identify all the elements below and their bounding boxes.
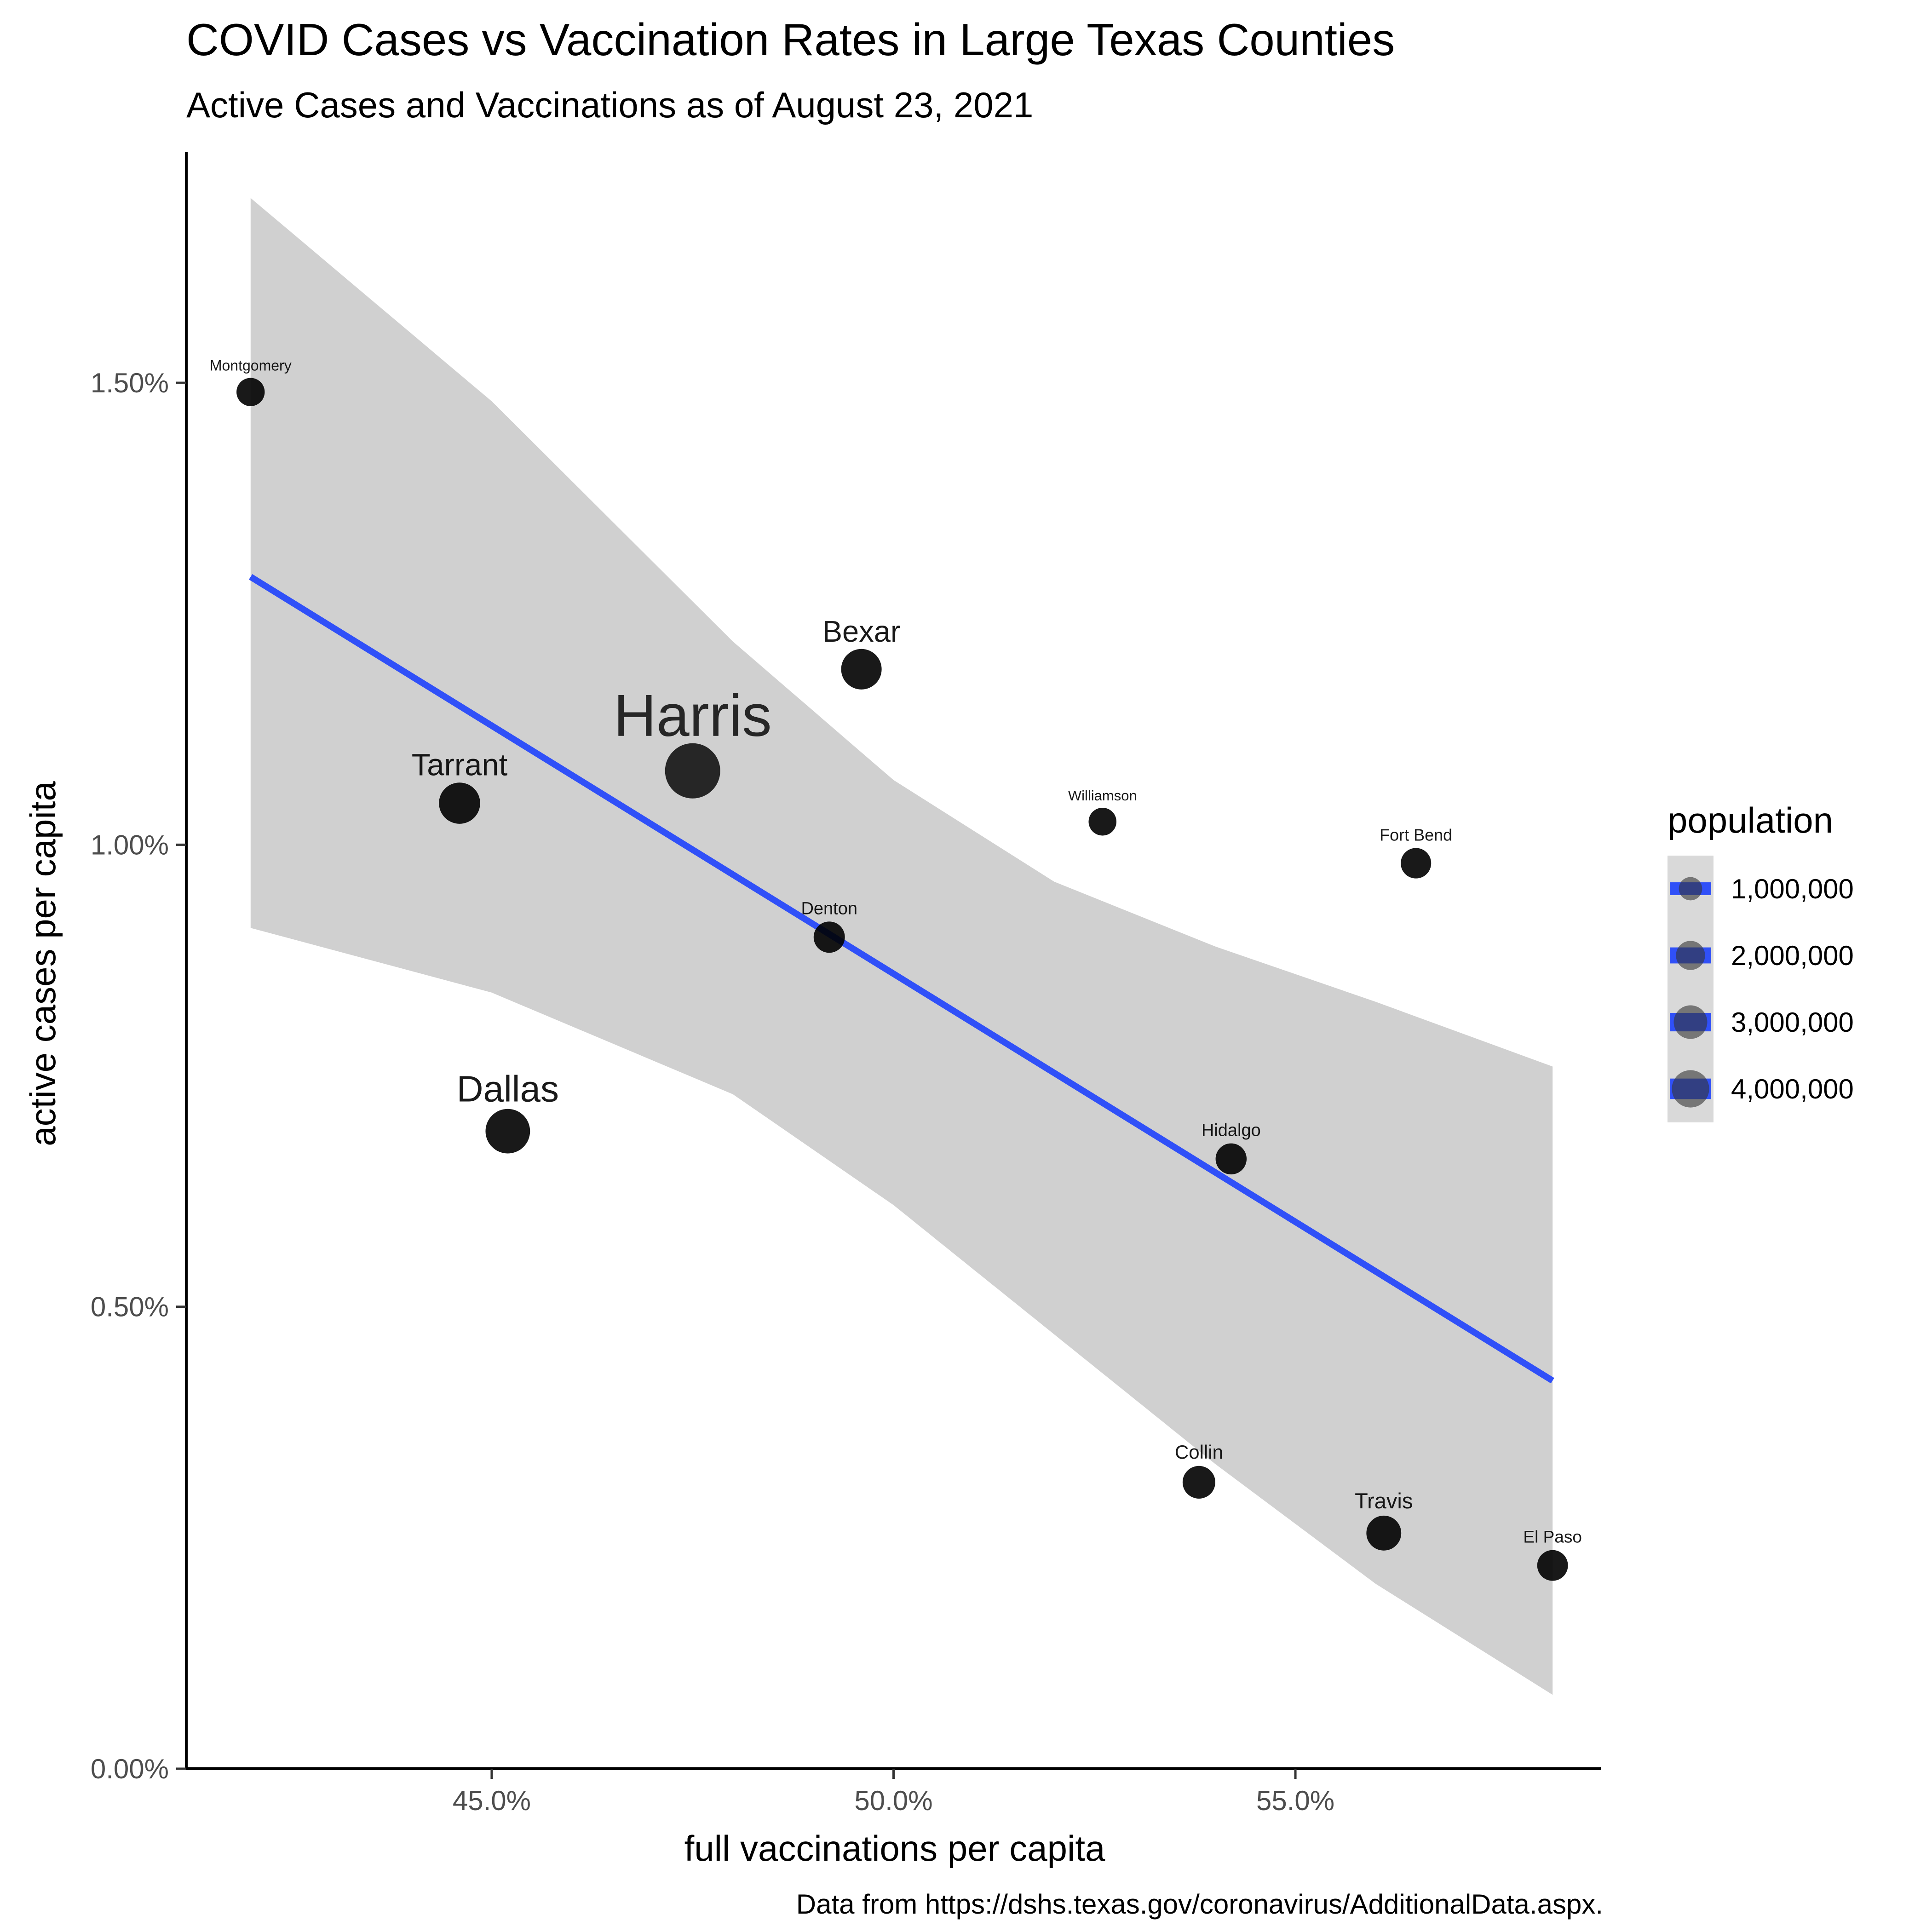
legend-size-key [1673,1005,1708,1039]
legend: population 1,000,000 2,000,000 3,000,000 4,… [1668,800,1854,1122]
data-point [1215,1143,1247,1175]
data-point-label: Bexar [822,615,901,648]
legend-item-label: 2,000,000 [1731,940,1854,971]
chart-caption: Data from https://dshs.texas.gov/coronav… [796,1889,1603,1920]
data-point-label: Harris [614,683,772,749]
x-tick-label: 45.0% [453,1785,531,1816]
data-point [1182,1466,1215,1499]
y-axis-label: active cases per capita [23,781,63,1146]
legend-size-key [1676,941,1705,970]
x-axis-label: full vaccinations per capita [684,1828,1105,1869]
data-point [841,649,882,690]
legend-item-label: 3,000,000 [1731,1007,1854,1038]
legend-size-key [1679,877,1702,901]
confidence-band [250,198,1553,1695]
data-point-label: Denton [801,899,857,918]
data-point-label: Fort Bend [1380,826,1452,845]
data-point-label: Hidalgo [1202,1121,1261,1140]
data-point-label: Collin [1175,1441,1223,1463]
plot-area: 45.0% 50.0% 55.0% 0.00% 0.50% 1.00% 1.50% Montg… [91,152,1601,1816]
data-point [813,921,845,953]
data-point [1366,1515,1402,1551]
data-point [1088,807,1117,836]
chart-subtitle: Active Cases and Vaccinations as of Augu… [186,85,1033,125]
data-point-label: Dallas [457,1069,559,1110]
data-point-label: Montgomery [210,357,292,374]
x-tick-label: 55.0% [1256,1785,1334,1816]
data-point [439,782,480,824]
y-tick-label: 1.50% [91,368,169,398]
y-tick-label: 0.50% [91,1292,169,1322]
legend-title: population [1668,800,1833,840]
data-point [236,378,265,406]
chart-title: COVID Cases vs Vaccination Rates in Larg… [186,14,1395,65]
data-point [1401,848,1432,879]
data-point-label: Williamson [1068,788,1137,804]
data-point-label: El Paso [1523,1528,1582,1547]
x-tick-label: 50.0% [854,1785,932,1816]
trend-line [249,574,1554,1384]
data-point-label: Travis [1355,1489,1413,1513]
legend-item-label: 1,000,000 [1731,874,1854,904]
data-point [485,1109,530,1154]
data-point-label: Tarrant [412,748,508,782]
data-point [1537,1550,1568,1581]
y-tick-label: 1.00% [91,829,169,860]
y-tick-label: 0.00% [91,1754,169,1784]
legend-size-key [1672,1070,1709,1108]
legend-item-label: 4,000,000 [1731,1074,1854,1104]
data-point [665,743,720,799]
